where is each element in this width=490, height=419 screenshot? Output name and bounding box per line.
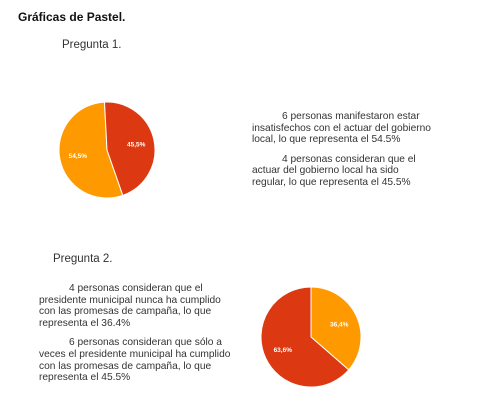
pie-chart-question-2: 36,4% 63,6% — [260, 286, 362, 388]
question-2-paragraph-1: 4 personas consideran que el presidente … — [39, 283, 221, 329]
question-1-summary: 6 personas manifestaron estar insatisfec… — [252, 111, 432, 197]
pie-1-slice-label-2: 45,5% — [127, 141, 146, 148]
question-1-paragraph-1: 6 personas manifestaron estar insatisfec… — [252, 111, 431, 146]
question-2-title: Pregunta 2. — [53, 253, 113, 265]
question-1-paragraph-2: 4 personas consideran que el actuar del … — [252, 153, 416, 188]
pie-2-slice-2 — [260, 286, 350, 388]
pie-chart-question-1: 54,5% 45,5% — [58, 101, 156, 199]
pie-1-slice-1 — [58, 101, 124, 199]
question-1-title: Pregunta 1. — [62, 39, 122, 51]
pie-2-slice-label-2: 63,6% — [274, 347, 293, 354]
question-2-summary: 4 personas consideran que el presidente … — [39, 283, 231, 392]
question-2-paragraph-2: 6 personas consideran que sólo a veces e… — [39, 337, 231, 384]
pie-2-slice-label-1: 36,4% — [330, 321, 349, 328]
pie-2-slice-1 — [310, 286, 362, 371]
page-heading: Gráficas de Pastel. — [18, 10, 126, 24]
pie-1-slice-2 — [103, 101, 156, 196]
pie-1-slice-label-1: 54,5% — [69, 153, 88, 160]
